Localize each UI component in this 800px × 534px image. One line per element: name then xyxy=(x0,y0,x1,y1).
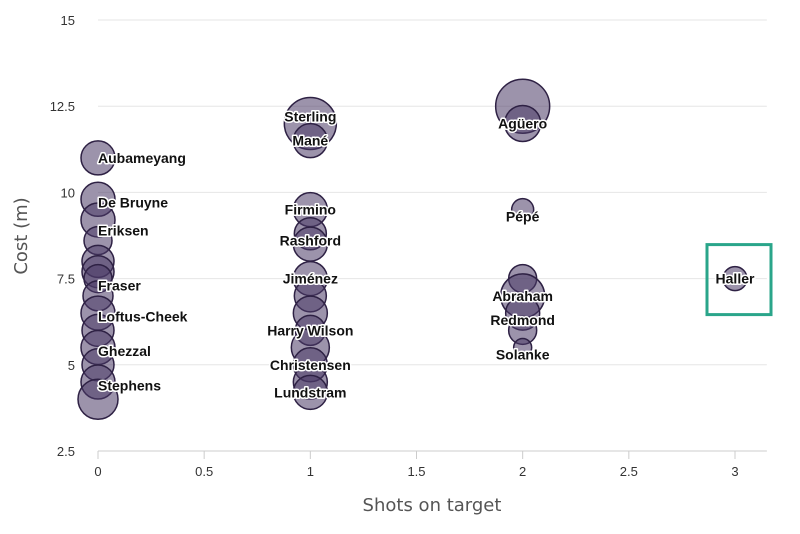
point-label: Rashford xyxy=(280,233,341,249)
point-label: Loftus-Cheek xyxy=(98,309,188,325)
point-labels: Aubameyang De Bruyne Eriksen Fraser Loftus-C… xyxy=(97,107,757,402)
point-label: Mané xyxy=(292,133,328,149)
y-axis-title: Cost (m) xyxy=(11,197,32,274)
point-label: De Bruyne xyxy=(98,195,168,211)
bubble[interactable] xyxy=(77,378,119,421)
y-tick-label: 15 xyxy=(61,13,75,28)
y-tick-label: 2.5 xyxy=(57,444,75,459)
point-label: Lundstram xyxy=(274,384,346,400)
bubble[interactable] xyxy=(503,104,542,143)
x-tick-label: 0 xyxy=(94,464,101,479)
x-tick-label: 1 xyxy=(307,464,314,479)
x-tick-label: 0.5 xyxy=(195,464,213,479)
point-label: Stephens xyxy=(98,377,161,393)
y-tick-label: 7.5 xyxy=(57,272,75,287)
point-label: Aubameyang xyxy=(98,150,186,166)
bubble[interactable] xyxy=(80,140,116,176)
highlight-box xyxy=(705,243,773,317)
y-tick-label: 5 xyxy=(68,358,75,373)
highlight xyxy=(705,243,773,317)
grid-lines xyxy=(98,19,767,366)
bubble[interactable] xyxy=(512,337,533,358)
point-label: Christensen xyxy=(270,357,351,373)
y-tick-label: 12.5 xyxy=(50,99,75,114)
point-label: Redmond xyxy=(490,312,555,328)
point-label: Eriksen xyxy=(98,222,149,238)
point-label: Fraser xyxy=(98,277,141,293)
bubble[interactable] xyxy=(292,122,329,159)
y-tick-label: 10 xyxy=(61,185,75,200)
point-label: Agüero xyxy=(498,115,547,131)
point-label: Abraham xyxy=(492,288,553,304)
bubble[interactable] xyxy=(292,374,329,411)
x-tick-label: 2.5 xyxy=(620,464,638,479)
point-label: Jiménez xyxy=(283,271,338,287)
point-label: Ghezzal xyxy=(98,343,151,359)
axes: 2.5 5 7.5 10 12.5 15 0 0.5 1 1.5 2 2.5 3 xyxy=(50,13,767,479)
bubble[interactable] xyxy=(722,265,748,292)
point-label: Harry Wilson xyxy=(267,322,353,338)
x-axis-title: Shots on target xyxy=(363,495,502,516)
bubble[interactable] xyxy=(510,197,535,222)
x-tick-label: 3 xyxy=(731,464,738,479)
bubbles xyxy=(77,78,748,421)
x-tick-label: 1.5 xyxy=(407,464,425,479)
point-label: Haller xyxy=(716,271,755,287)
point-label: Solanke xyxy=(496,346,550,362)
point-label: Sterling xyxy=(284,109,336,125)
point-label: Pépé xyxy=(506,209,540,225)
x-tick-label: 2 xyxy=(519,464,526,479)
point-label: Firmino xyxy=(285,202,336,218)
